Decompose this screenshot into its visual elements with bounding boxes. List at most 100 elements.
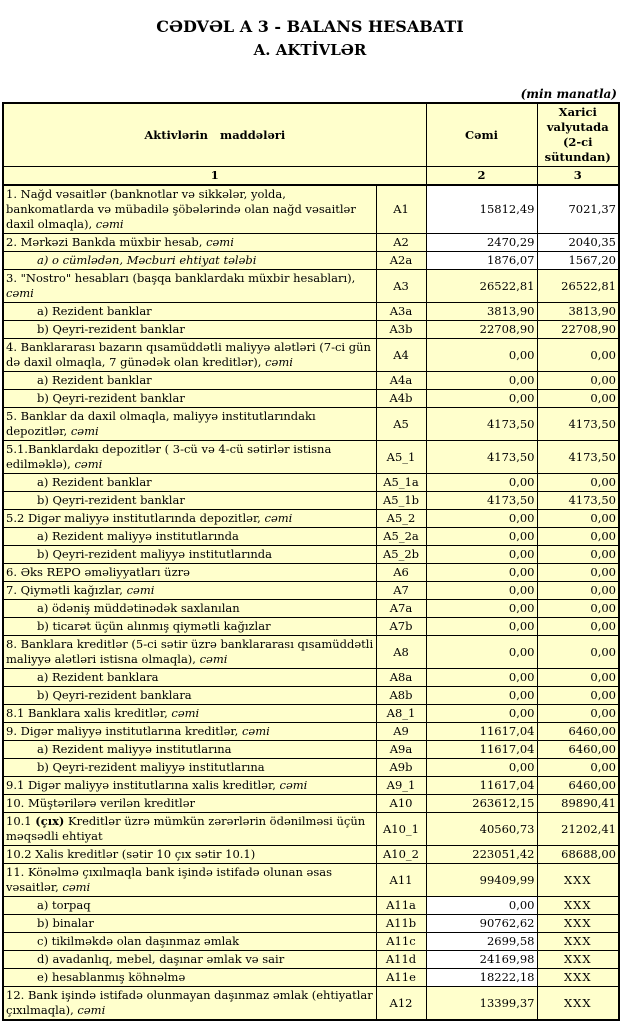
row-label-text: 4. Banklararası bazarın qısamüddətli mal… (6, 340, 371, 369)
row-label: 8.1 Banklara xalis kreditlər, cəmi (2, 704, 377, 723)
row-label-text: b) ticarət üçün alınmış qiymətli kağızla… (37, 619, 271, 633)
table-row: e) hesablanmış köhnəlmə A11e 18222,18 XX… (2, 968, 620, 987)
table-row: b) ticarət üçün alınmış qiymətli kağızla… (2, 617, 620, 636)
row-label: 4. Banklararası bazarın qısamüddətli mal… (2, 338, 377, 372)
row-fx-value: XXX (536, 863, 620, 897)
row-total-value: 0,00 (425, 473, 538, 492)
row-fx-value: 2040,35 (536, 233, 620, 252)
row-label-text: 10.2 Xalis kreditlər (sətir 10 çıx sətir… (6, 847, 256, 861)
row-label-text: 5.2 Digər maliyyə institutlarında depozi… (6, 511, 265, 525)
row-code: A12 (375, 986, 427, 1021)
row-code: A10_1 (375, 812, 427, 846)
row-label-italic-text: cəmi (171, 706, 200, 720)
row-fx-value: XXX (536, 932, 620, 951)
column-number-row: 1 2 3 (2, 166, 620, 186)
row-label-text: a) ödəniş müddətinədək saxlanılan (37, 601, 240, 615)
row-label-text: b) Qeyri-rezident maliyyə institutlarınd… (37, 547, 273, 561)
row-fx-value: 6460,00 (536, 776, 620, 795)
row-label: 7. Qiymətli kağızlar, cəmi (2, 581, 377, 600)
row-label: 9. Digər maliyyə institutlarına kreditlə… (2, 722, 377, 741)
row-label: 2. Mərkəzi Bankda müxbir hesab, cəmi (2, 233, 377, 252)
row-label-text: a) Rezident banklar (37, 304, 152, 318)
table-header-row: Aktivlərin maddələri Cəmi Xarici valyuta… (2, 102, 620, 167)
row-code: A8_1 (375, 704, 427, 723)
table-row: b) Qeyri-rezident maliyyə institutlarına… (2, 758, 620, 777)
table-row: 1. Nağd vəsaitlər (banknotlar və sikkələ… (2, 184, 620, 234)
table-row: 4. Banklararası bazarın qısamüddətli mal… (2, 338, 620, 372)
table-row: 8. Banklara kreditlər (5-ci sətir üzrə b… (2, 635, 620, 669)
row-label-italic-text: cəmi (74, 457, 103, 471)
row-label-text: a) Rezident maliyyə institutlarına (37, 742, 232, 756)
row-label-text: b) Qeyri-rezident maliyyə institutlarına (37, 760, 265, 774)
row-total-value: 99409,99 (425, 863, 538, 897)
row-label-text: 2. Mərkəzi Bankda müxbir hesab, (6, 235, 207, 249)
row-code: A11b (375, 914, 427, 933)
row-label: b) Qeyri-rezident banklara (2, 686, 377, 705)
table-row: a) Rezident maliyyə institutlarında A5_2… (2, 527, 620, 546)
row-label-italic-text: cəmi (199, 652, 228, 666)
row-label-text: e) hesablanmış köhnəlmə (37, 970, 186, 984)
row-fx-value: 0,00 (536, 704, 620, 723)
row-label: b) Qeyri-rezident banklar (2, 389, 377, 408)
row-label: b) Qeyri-rezident maliyyə institutlarınd… (2, 545, 377, 564)
table-row: 6. Əks REPO əməliyyatları üzrə A6 0,00 0… (2, 563, 620, 582)
table-row: 9. Digər maliyyə institutlarına kreditlə… (2, 722, 620, 741)
table-row: b) binalar A11b 90762,62 XXX (2, 914, 620, 933)
row-total-value: 11617,04 (425, 740, 538, 759)
table-row: b) Qeyri-rezident banklara A8b 0,00 0,00 (2, 686, 620, 705)
table-row: a) torpaq A11a 0,00 XXX (2, 896, 620, 915)
row-fx-value: 89890,41 (536, 794, 620, 813)
row-fx-value: 0,00 (536, 668, 620, 687)
row-label: 3. "Nostro" hesabları (başqa banklardakı… (2, 269, 377, 303)
row-total-value: 0,00 (425, 668, 538, 687)
row-label-italic-text: cəmi (264, 511, 293, 525)
table-row: 10.1 (çıx) Kreditlər üzrə mümkün zərərlə… (2, 812, 620, 846)
row-total-value: 1876,07 (425, 251, 538, 270)
row-total-value: 11617,04 (425, 776, 538, 795)
row-label: 10.2 Xalis kreditlər (sətir 10 çıx sətir… (2, 845, 377, 864)
row-label-text: 11. Könəlmə çıxılmaqla bank işində istif… (6, 865, 333, 894)
row-label-text: 9. Digər maliyyə institutlarına kreditlə… (6, 724, 242, 738)
row-total-value: 0,00 (425, 581, 538, 600)
row-label: e) hesablanmış köhnəlmə (2, 968, 377, 987)
row-code: A2a (375, 251, 427, 270)
row-label: a) o cümlədən, Məcburi ehtiyat tələbi (2, 251, 377, 270)
row-label: 12. Bank işində istifadə olunmayan daşın… (2, 986, 377, 1021)
table-row: 5.1.Banklardakı depozitlər ( 3-cü və 4-c… (2, 440, 620, 474)
row-fx-value: 0,00 (536, 686, 620, 705)
row-total-value: 0,00 (425, 545, 538, 564)
row-code: A3a (375, 302, 427, 321)
row-label-italic-text: a) o cümlədən, Məcburi ehtiyat tələbi (37, 253, 257, 267)
row-total-value: 4173,50 (425, 491, 538, 510)
row-label-text: 9.1 Digər maliyyə institutlarına xalis k… (6, 778, 280, 792)
row-fx-value: 3813,90 (536, 302, 620, 321)
row-total-value: 0,00 (425, 371, 538, 390)
table-row: a) o cümlədən, Məcburi ehtiyat tələbi A2… (2, 251, 620, 270)
table-row: a) Rezident banklara A8a 0,00 0,00 (2, 668, 620, 687)
table-row: b) Qeyri-rezident maliyyə institutlarınd… (2, 545, 620, 564)
row-label-italic-text: cəmi (126, 583, 155, 597)
row-code: A9b (375, 758, 427, 777)
row-fx-value: 21202,41 (536, 812, 620, 846)
row-label-text: 5. Banklar da daxil olmaqla, maliyyə ins… (6, 409, 316, 438)
row-fx-value: XXX (536, 914, 620, 933)
row-fx-value: 6460,00 (536, 722, 620, 741)
row-fx-value: 4173,50 (536, 440, 620, 474)
row-label-italic-text: cəmi (62, 880, 91, 894)
row-total-value: 4173,50 (425, 407, 538, 441)
row-code: A10_2 (375, 845, 427, 864)
row-label-text: b) Qeyri-rezident banklar (37, 391, 185, 405)
row-total-value: 223051,42 (425, 845, 538, 864)
row-label: b) Qeyri-rezident banklar (2, 491, 377, 510)
row-code: A10 (375, 794, 427, 813)
row-total-value: 22708,90 (425, 320, 538, 339)
row-code: A9_1 (375, 776, 427, 795)
row-code: A3 (375, 269, 427, 303)
row-fx-value: XXX (536, 896, 620, 915)
row-label-text: b) binalar (37, 916, 94, 930)
row-code: A5_2a (375, 527, 427, 546)
row-label-text: b) Qeyri-rezident banklar (37, 322, 185, 336)
balance-sheet-table: Aktivlərin maddələri Cəmi Xarici valyuta… (2, 102, 620, 1021)
table-row: 5. Banklar da daxil olmaqla, maliyyə ins… (2, 407, 620, 441)
row-label-italic-text: cəmi (6, 286, 34, 300)
